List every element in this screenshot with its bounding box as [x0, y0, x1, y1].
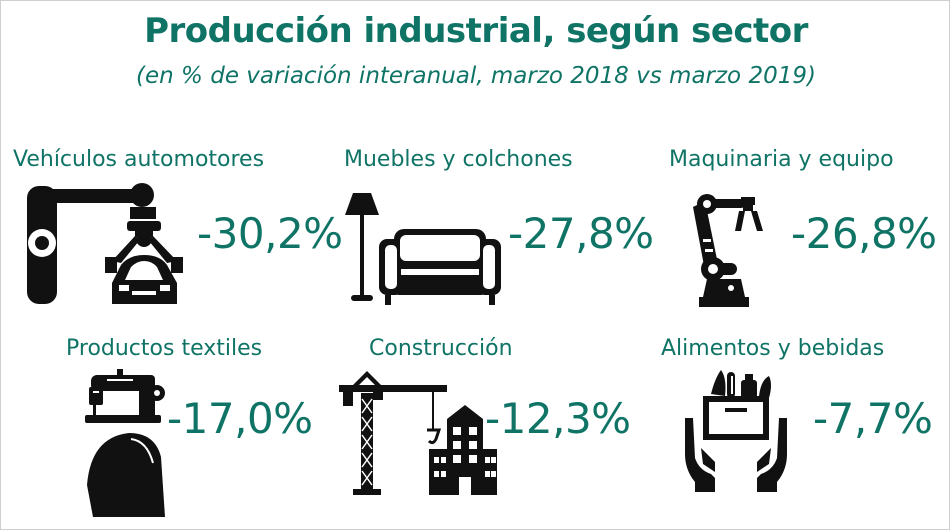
- chart-subtitle: (en % de variación interanual, marzo 201…: [136, 63, 816, 89]
- floor-lamp-sofa-icon: [339, 191, 509, 306]
- sector-label-muebles: Muebles y colchones: [344, 147, 573, 172]
- sector-label-construccion: Construcción: [369, 336, 513, 361]
- hands-food-box-icon: [681, 366, 791, 501]
- sector-label-textiles: Productos textiles: [66, 336, 263, 361]
- sector-value-construccion: -12,3%: [485, 394, 631, 443]
- sewing-machine-fabric-icon: [81, 367, 171, 517]
- sector-label-maquinaria: Maquinaria y equipo: [669, 147, 894, 172]
- sector-value-vehiculos: -30,2%: [197, 209, 343, 258]
- sector-label-alimentos: Alimentos y bebidas: [661, 336, 885, 361]
- sector-value-muebles: -27,8%: [508, 209, 654, 258]
- crane-building-icon: [337, 369, 497, 499]
- sector-value-maquinaria: -26,8%: [791, 209, 937, 258]
- sector-value-textiles: -17,0%: [167, 394, 313, 443]
- robot-arm-car-icon: [17, 181, 197, 306]
- sector-value-alimentos: -7,7%: [813, 394, 933, 443]
- sector-label-vehiculos: Vehículos automotores: [13, 147, 265, 172]
- chart-title: Producción industrial, según sector: [144, 11, 808, 51]
- industrial-robot-arm-icon: [683, 191, 783, 311]
